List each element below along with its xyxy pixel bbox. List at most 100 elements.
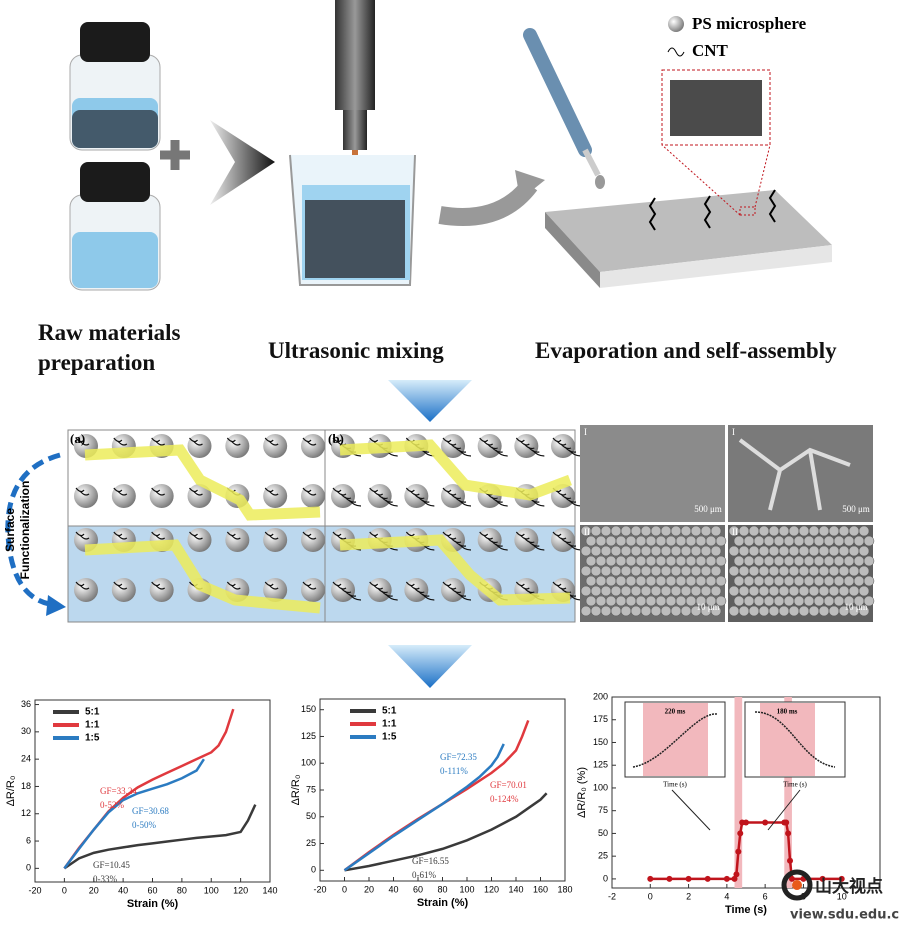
step-label: Raw materials preparation: [38, 320, 181, 375]
annotation: 0-111%: [440, 766, 468, 776]
sem-particle: [798, 545, 810, 557]
x-tick-label: 0: [342, 884, 347, 894]
sem-particle: [610, 585, 622, 597]
sem-particle: [665, 595, 677, 607]
y-tick-label: 0: [26, 863, 31, 873]
x-tick-label: 180: [557, 884, 572, 894]
x-tick-label: 40: [118, 885, 128, 895]
sem-particle: [778, 605, 790, 617]
sem-particle: [848, 545, 860, 557]
x-tick-label: -2: [608, 891, 616, 901]
x-tick-label: 140: [508, 884, 523, 894]
sem-particle: [743, 555, 755, 567]
sem-particle: [585, 575, 597, 587]
sem-particle: [625, 575, 637, 587]
vial: [69, 162, 161, 291]
cnt: [458, 543, 472, 551]
sem-image: [728, 425, 873, 522]
cnt: [306, 584, 317, 590]
x-tick-label: 100: [204, 885, 219, 895]
sem-particle: [630, 545, 642, 557]
conductive-path: [339, 534, 571, 606]
pipette: [523, 28, 605, 189]
arrow: [210, 120, 275, 205]
sem-particle: [640, 545, 652, 557]
sem-particle: [640, 565, 652, 577]
sem-particle: [675, 595, 687, 607]
sem-particle: [788, 565, 800, 577]
sem-particle: [600, 585, 612, 597]
x-tick-label: 80: [437, 884, 447, 894]
x-tick-label: 60: [413, 884, 423, 894]
data-point: [685, 875, 692, 882]
inset-label: 180 ms: [777, 708, 798, 716]
cnt: [568, 543, 582, 551]
data-point: [762, 819, 769, 826]
cnt: [348, 593, 362, 601]
cnt: [230, 534, 241, 540]
legend-label: 1:1: [85, 720, 100, 731]
sem-particle: [660, 565, 672, 577]
sem-particle: [685, 595, 697, 607]
sem-particle: [738, 605, 750, 617]
annotation: GF=70.01: [490, 780, 527, 790]
conductive-path: [339, 439, 572, 501]
crack: [738, 438, 851, 511]
sem-particle: [733, 595, 745, 607]
watermark: view.sdu.edu.cn: [790, 908, 900, 923]
data-point: [788, 875, 795, 882]
highlight: [784, 697, 792, 888]
annotation: 0-52%: [100, 800, 124, 810]
sem-particle: [600, 545, 612, 557]
y-tick-label: 100: [593, 782, 608, 792]
cnt: [385, 593, 398, 601]
sem-particle: [680, 525, 692, 537]
sem-particle: [773, 535, 785, 547]
cnt: [79, 584, 90, 590]
sem-particle: [660, 605, 672, 617]
cnt: [531, 499, 545, 507]
data-point: [787, 857, 794, 864]
microsphere: [149, 578, 174, 602]
sem-particle: [585, 535, 597, 547]
y-tick-label: 200: [593, 691, 608, 701]
sem-particle: [615, 535, 627, 547]
x-axis-label: Time (s): [725, 904, 767, 916]
sem-particle: [808, 545, 820, 557]
cnt: [306, 490, 317, 496]
sem-particle: [665, 555, 677, 567]
sem-particle: [610, 525, 622, 537]
sem-particle: [793, 555, 805, 567]
data-point: [666, 875, 673, 882]
sem-particle: [813, 595, 825, 607]
sem-particle: [748, 545, 760, 557]
annotation: 0-124%: [490, 794, 519, 804]
sem-particle: [813, 535, 825, 547]
legend-label: 5:1: [382, 706, 397, 717]
sem-particle: [748, 605, 760, 617]
sem-particle: [823, 575, 835, 587]
sem-particle: [853, 535, 865, 547]
sem-particle: [670, 605, 682, 617]
sem-particle: [858, 565, 870, 577]
y-tick-label: 150: [593, 737, 608, 747]
x-tick-label: -20: [28, 885, 41, 895]
inset-x-label: Time (s): [783, 781, 807, 789]
sem-particle: [620, 525, 632, 537]
sem-particle: [635, 535, 647, 547]
sem-particle: [758, 585, 770, 597]
sem-particle: [748, 565, 760, 577]
cnt: [268, 440, 279, 446]
sem-particle: [798, 585, 810, 597]
legend-sphere: [668, 16, 684, 32]
sem-particle: [773, 595, 785, 607]
sem-particle: [625, 535, 637, 547]
sem-particle: [743, 595, 755, 607]
cnt: [348, 499, 362, 507]
sem-particle: [600, 525, 612, 537]
cnt: [458, 499, 472, 507]
logo: [792, 880, 802, 890]
panel-label: (b): [328, 431, 344, 446]
sem-particle: [710, 565, 722, 577]
cnt: [193, 440, 203, 446]
